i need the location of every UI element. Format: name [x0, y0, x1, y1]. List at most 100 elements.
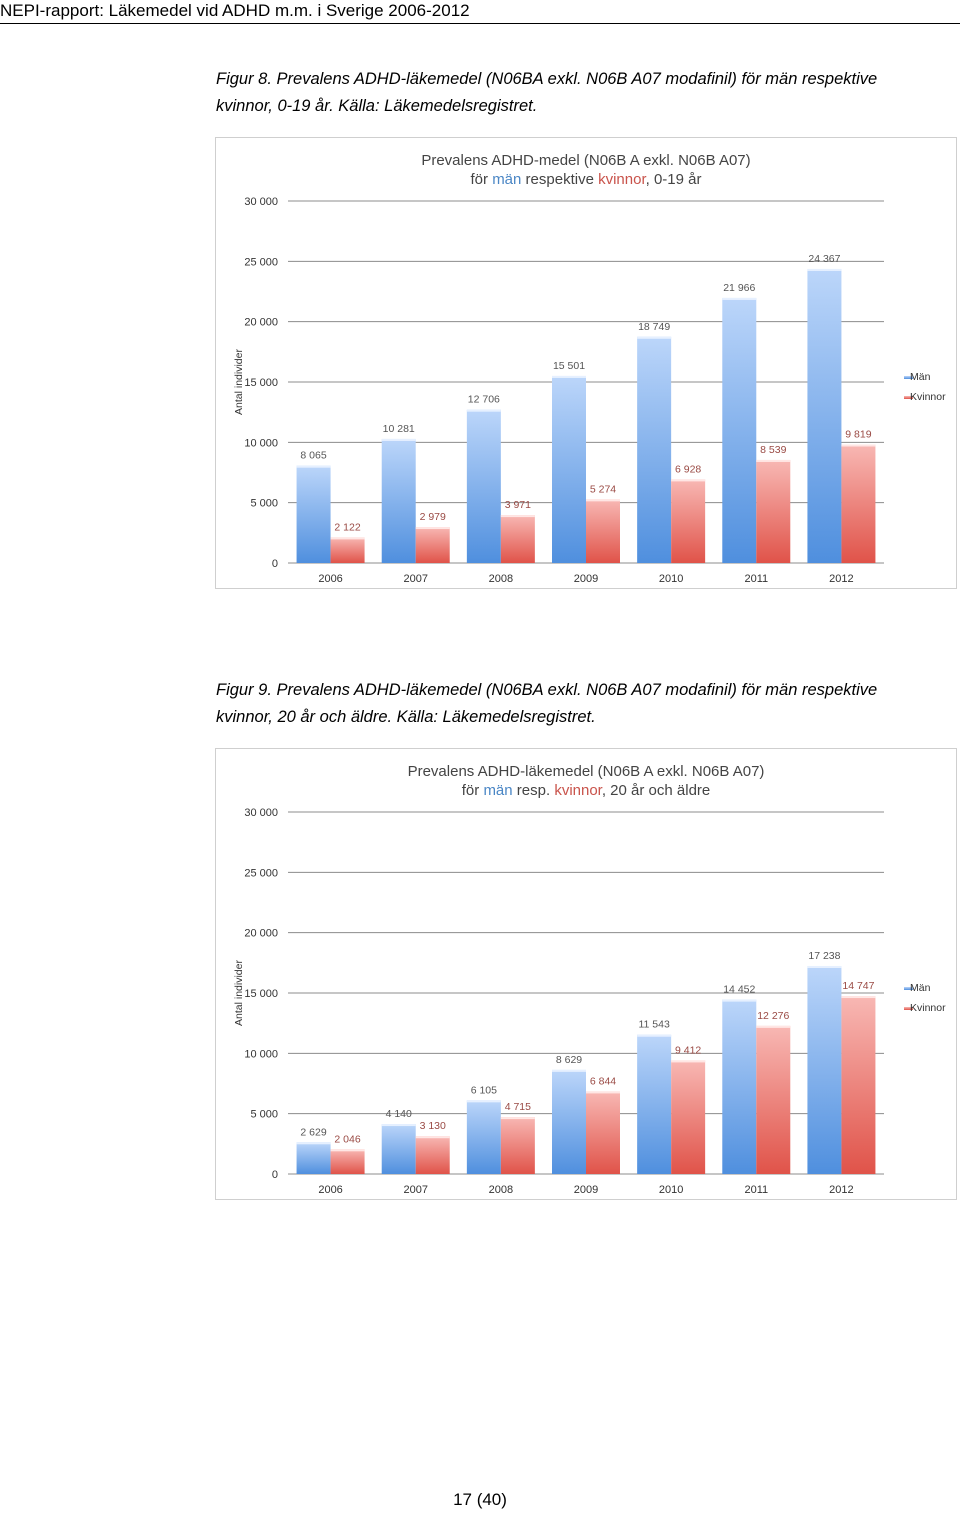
bar-women-highlight [671, 1060, 706, 1063]
legend-label-men: Män [910, 371, 931, 383]
y-axis-label: Antal individer [233, 349, 245, 415]
y-tick-label: 30 000 [244, 807, 278, 819]
title-segment-plain: för [471, 171, 493, 188]
data-label-men: 14 452 [723, 984, 755, 996]
y-tick-label: 10 000 [244, 437, 278, 449]
bar-men-highlight [466, 1100, 501, 1103]
bar-women [756, 459, 791, 563]
data-label-women: 6 928 [675, 463, 701, 475]
bar-men-highlight [381, 1124, 416, 1127]
bar-women-highlight [756, 1025, 791, 1028]
title-segment-plain: respektive [521, 171, 598, 188]
bar-men [552, 1069, 586, 1174]
x-tick-label: 2011 [744, 1184, 768, 1196]
figure-9-chart-svg: Prevalens ADHD-läkemedel (N06B A exkl. N… [233, 763, 946, 1196]
bar-women-highlight [415, 1136, 450, 1139]
bar-men-highlight [466, 409, 501, 412]
x-tick-label: 2008 [489, 1184, 513, 1196]
data-label-women: 2 122 [334, 521, 360, 533]
y-tick-label: 25 000 [244, 256, 278, 268]
title-segment-plain: , 20 år och äldre [602, 782, 710, 799]
bar-women [330, 1149, 365, 1174]
bar-men-highlight [637, 336, 672, 339]
chart-title-line1: Prevalens ADHD-medel (N06B A exkl. N06B … [421, 152, 750, 169]
bar-men [381, 1124, 416, 1174]
bar-men-highlight [807, 268, 842, 271]
data-label-men: 12 706 [468, 394, 500, 406]
figure-9-chart: Prevalens ADHD-läkemedel (N06B A exkl. N… [215, 748, 957, 1200]
bar-women-highlight [841, 444, 876, 447]
bar-women [841, 444, 876, 563]
x-tick-label: 2007 [403, 573, 427, 585]
bar-men-highlight [552, 1069, 586, 1072]
data-label-women: 14 747 [842, 980, 874, 992]
data-label-women: 12 276 [757, 1010, 789, 1022]
bar-men-highlight [637, 1034, 672, 1037]
x-tick-label: 2012 [829, 573, 853, 585]
data-label-women: 8 539 [760, 444, 786, 456]
y-tick-label: 25 000 [244, 867, 278, 879]
bar-men-highlight [807, 965, 842, 968]
bar-women [756, 1025, 791, 1174]
bar-men-highlight [381, 438, 416, 441]
data-label-men: 15 501 [553, 360, 585, 372]
legend-swatch-men [904, 376, 913, 379]
bar-women [586, 1091, 620, 1174]
bar-men [637, 336, 672, 563]
bar-men-highlight [722, 999, 757, 1002]
bar-women-highlight [330, 537, 365, 540]
x-tick-label: 2008 [489, 573, 513, 585]
legend-label-men: Män [910, 982, 931, 994]
y-tick-label: 20 000 [244, 317, 278, 329]
y-tick-label: 30 000 [244, 196, 278, 208]
legend-swatch-men [904, 987, 913, 990]
bar-women-highlight [671, 479, 706, 482]
title-segment-women: kvinnor [598, 171, 646, 188]
bar-men-highlight [722, 297, 757, 300]
figure-9-caption: Figur 9. Prevalens ADHD-läkemedel (N06BA… [216, 681, 878, 726]
y-tick-label: 5 000 [250, 498, 278, 510]
data-label-women: 9 819 [845, 429, 871, 441]
chart-title-line2: för män resp. kvinnor, 20 år och äldre [462, 782, 711, 799]
bar-men [296, 1142, 331, 1174]
x-tick-label: 2012 [829, 1184, 853, 1196]
page-header-title: NEPI-rapport: Läkemedel vid ADHD m.m. i … [0, 1, 470, 20]
bar-women [671, 1060, 706, 1174]
figure-8-caption: Figur 8. Prevalens ADHD-läkemedel (N06BA… [216, 70, 878, 115]
y-tick-label: 20 000 [244, 928, 278, 940]
legend-label-women: Kvinnor [910, 391, 946, 403]
bar-women-highlight [500, 1117, 535, 1120]
y-tick-label: 15 000 [244, 988, 278, 1000]
title-segment-plain: , 0-19 år [646, 171, 702, 188]
x-tick-label: 2010 [659, 1184, 683, 1196]
x-tick-label: 2010 [659, 573, 683, 585]
y-axis-label: Antal individer [233, 960, 245, 1026]
data-label-men: 17 238 [808, 950, 840, 962]
x-tick-label: 2009 [574, 573, 598, 585]
x-tick-label: 2006 [318, 1184, 342, 1196]
data-label-men: 18 749 [638, 321, 670, 333]
bar-men-highlight [552, 375, 586, 378]
bar-women-highlight [330, 1149, 365, 1152]
bar-men [807, 268, 842, 563]
bar-women-highlight [415, 527, 450, 530]
data-label-men: 11 543 [638, 1019, 669, 1031]
bar-men [722, 297, 757, 563]
page-number: 17 (40) [453, 1490, 507, 1509]
data-label-men: 21 966 [723, 282, 755, 294]
bar-women [500, 515, 535, 563]
bar-women [415, 1136, 450, 1174]
data-label-women: 6 844 [590, 1075, 616, 1087]
x-tick-label: 2007 [403, 1184, 427, 1196]
data-label-women: 3 130 [420, 1120, 446, 1132]
bar-men [552, 375, 586, 563]
data-label-women: 2 979 [420, 511, 446, 523]
bar-women-highlight [586, 499, 620, 502]
y-tick-label: 5 000 [250, 1109, 278, 1121]
bar-men [807, 965, 842, 1174]
data-label-men: 2 629 [300, 1126, 326, 1138]
title-segment-women: kvinnor [554, 782, 602, 799]
x-tick-label: 2009 [574, 1184, 598, 1196]
bar-women [500, 1117, 535, 1174]
data-label-women: 3 971 [505, 499, 531, 511]
